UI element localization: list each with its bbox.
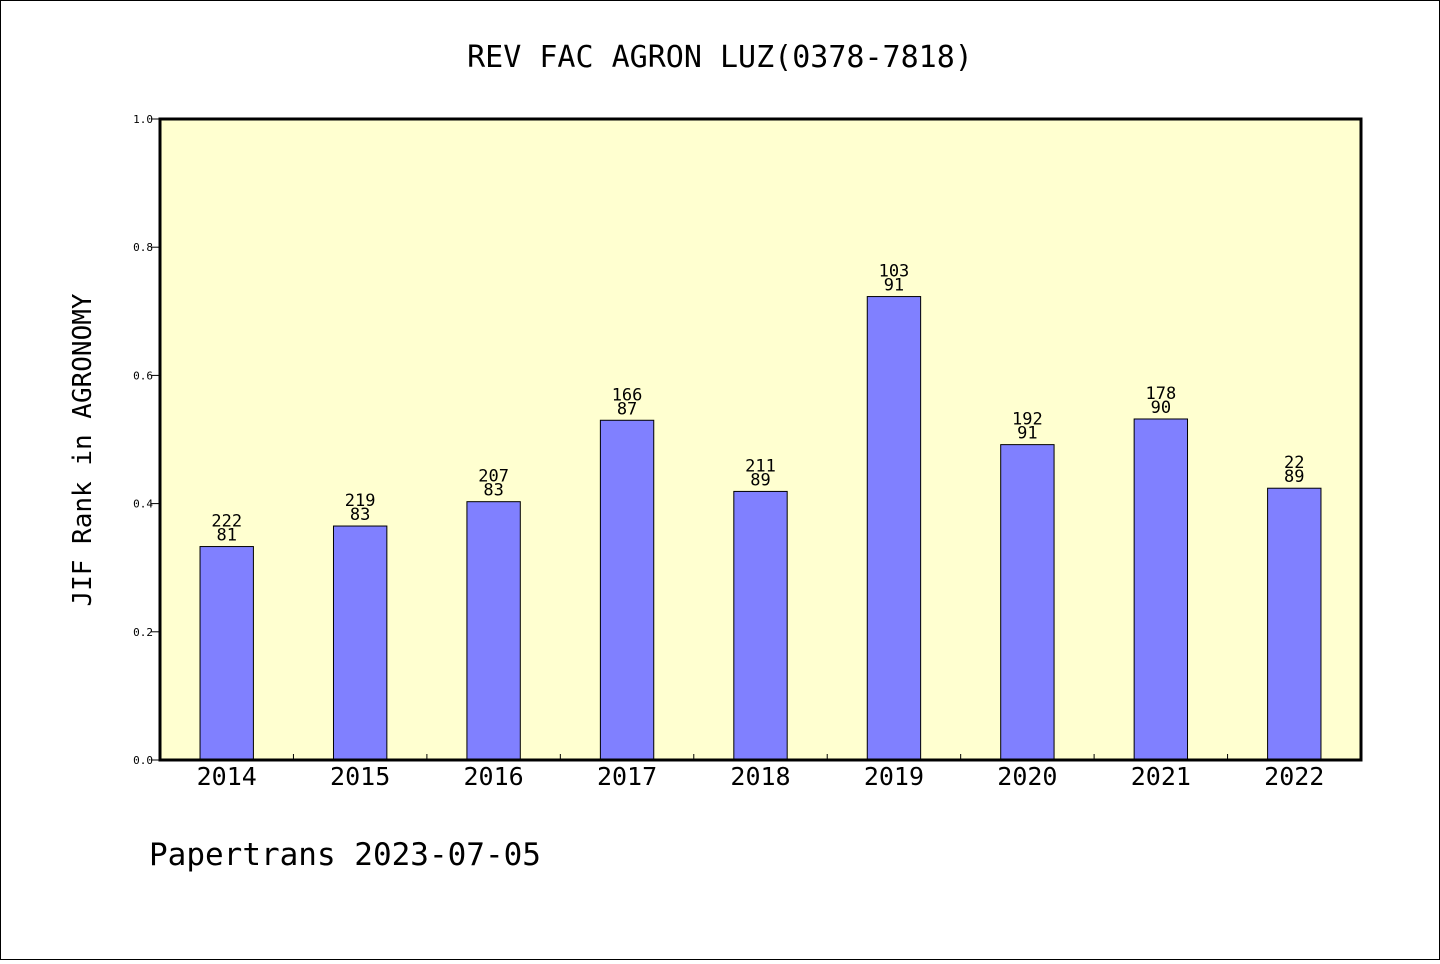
- bar-total-label: 211: [745, 456, 776, 476]
- y-tick-label: 0.8: [133, 241, 153, 254]
- bar-rank-label: 91: [1017, 424, 1037, 444]
- bar-total-label: 22: [1284, 453, 1304, 473]
- bar-total-label: 222: [211, 512, 242, 532]
- x-tick-label: 2019: [864, 762, 924, 791]
- bar-total-label: 192: [1012, 410, 1043, 430]
- plot-border: [158, 117, 1363, 762]
- bar-total-label: 219: [345, 491, 376, 511]
- bar-rank-label: 83: [483, 481, 503, 501]
- bar-2022: [1267, 487, 1322, 761]
- x-tick-label: 2015: [330, 762, 390, 791]
- bar-labels: 2228121983207831668721189103911929117890…: [211, 262, 1304, 546]
- x-tick-label: 2018: [730, 762, 790, 791]
- bar-2018: [733, 490, 788, 761]
- y-tick-label: 1.0: [133, 113, 153, 126]
- x-tick-label: 2020: [997, 762, 1057, 791]
- y-tick-label: 0.0: [133, 754, 153, 767]
- bar-rank-label: 90: [1151, 398, 1171, 418]
- bar-2019: [866, 296, 922, 761]
- x-tick-label: 2014: [197, 762, 257, 791]
- bar-2020: [1000, 444, 1055, 761]
- y-tick-label: 0.4: [133, 498, 153, 511]
- x-tick-label: 2022: [1264, 762, 1324, 791]
- x-tick-label: 2021: [1131, 762, 1191, 791]
- y-tick-label: 0.6: [133, 369, 153, 382]
- bar-2016: [466, 501, 521, 761]
- footer-text: Papertrans 2023-07-05: [149, 837, 541, 873]
- bar-rank-label: 87: [617, 399, 637, 419]
- bar-2021: [1133, 418, 1189, 761]
- bar-total-label: 178: [1145, 384, 1176, 404]
- bar-rank-label: 83: [350, 505, 370, 525]
- bar-rank-label: 89: [1284, 467, 1304, 487]
- bar-rank-label: 91: [884, 276, 904, 296]
- bar-2017: [599, 419, 655, 761]
- bar-rank-label: 89: [750, 470, 770, 490]
- bar-total-label: 166: [612, 385, 643, 405]
- bar-2014: [199, 546, 254, 761]
- bar-2015: [332, 525, 388, 761]
- bar-rank-label: 81: [216, 526, 236, 546]
- bars: [199, 296, 1322, 761]
- x-tick-label: 2017: [597, 762, 657, 791]
- y-axis-label: JIF Rank in AGRONOMY: [68, 293, 98, 606]
- bar-total-label: 207: [478, 467, 509, 487]
- x-axis-ticks: 2014 2015 2016 2017 2018 2019 2020 2021 2022: [197, 754, 1324, 791]
- chart-title: REV FAC AGRON LUZ(0378-7818): [467, 40, 973, 75]
- y-tick-label: 0.2: [133, 626, 153, 639]
- y-axis-ticks: 0.0 0.2 0.4 0.6 0.8 1.0: [133, 113, 160, 767]
- x-tick-label: 2016: [464, 762, 524, 791]
- bar-total-label: 103: [879, 262, 910, 282]
